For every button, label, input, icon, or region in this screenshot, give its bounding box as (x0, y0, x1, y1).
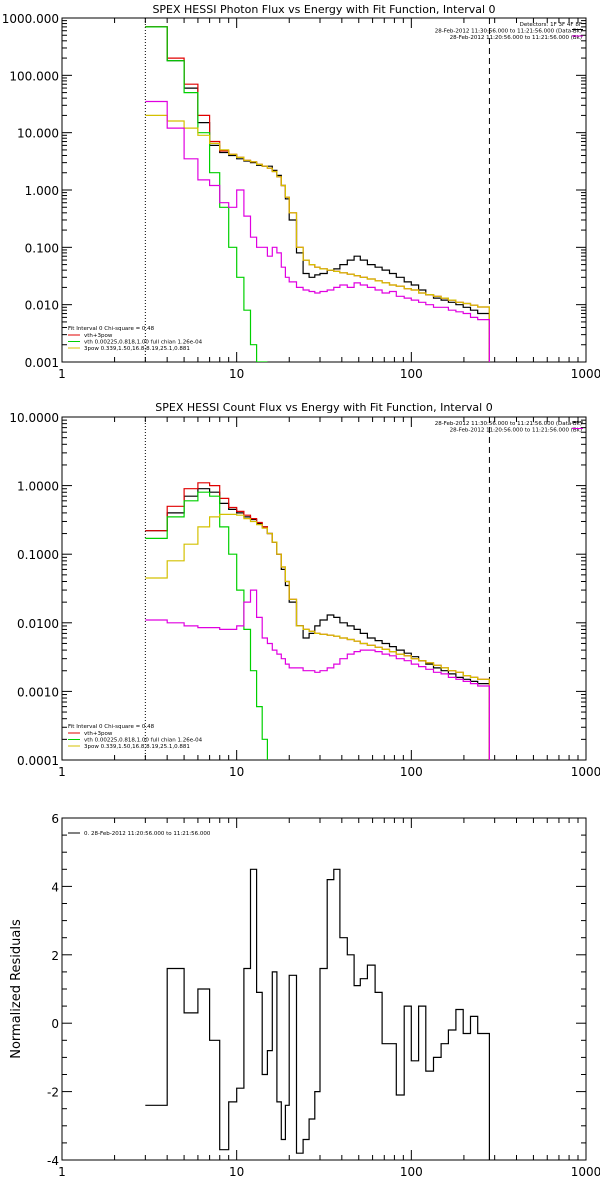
chart-panel-1: SPEX HESSI Photon Flux vs Energy with Fi… (2, 3, 600, 381)
plot-frame (61, 817, 587, 1161)
y-tick-label: 1000.000 (2, 12, 59, 26)
y-tick-label: 6 (51, 812, 59, 826)
y-tick-label: -4 (47, 1154, 59, 1168)
legend-label: vth 0.00225,0.818,1.00 full chian 1.26e-… (84, 340, 203, 346)
series-vth-3pow (145, 482, 490, 760)
x-tick-label: 100 (400, 1165, 423, 1179)
legend-label: vth 0.00225,0.818,1.00 full chian 1.26e-… (84, 738, 203, 744)
header-line: 28-Feb-2012 11:20:56.000 to 11:21:56.000… (450, 428, 582, 434)
y-tick-label: 10.000 (17, 127, 59, 141)
x-tick-label: 1000 (571, 367, 600, 381)
plot-area (145, 26, 490, 362)
header-line: 28-Feb-2012 11:30:56.000 to 11:21:56.000… (435, 421, 582, 427)
y-tick-label: 0.100 (25, 241, 59, 255)
chart-title: SPEX HESSI Count Flux vs Energy with Fit… (155, 401, 492, 414)
x-tick-label: 1000 (571, 765, 600, 779)
y-tick-label: 100.000 (9, 69, 59, 83)
y-tick-label: 2 (51, 949, 59, 963)
plot-frame (61, 17, 587, 363)
y-tick-label: 0.0010 (17, 685, 59, 699)
x-tick-label: 100 (400, 765, 423, 779)
series-data-bk (145, 488, 490, 760)
legend-label: vth+3pow (84, 333, 113, 339)
header-line: Detectors: 1F 3F 4F 8F (520, 22, 582, 28)
y-tick-label: 0.010 (25, 299, 59, 313)
series-bk (145, 589, 490, 760)
x-tick-label: 1 (58, 1165, 66, 1179)
x-tick-label: 10 (229, 765, 244, 779)
y-tick-label: 0.001 (25, 356, 59, 370)
series-bk (145, 100, 490, 362)
chart-panel-3: 1 10 100 1000 -4 -2 0 2 4 6 Normalized Residuals 0.… (9, 812, 600, 1179)
x-tick-label: 10 (229, 367, 244, 381)
y-tick-label: -2 (47, 1086, 59, 1100)
plot-area (145, 868, 490, 1160)
series-3pow (145, 114, 490, 362)
legend-header: Fit Interval 0 Chi-square = 0.48 (68, 326, 155, 332)
legend-label: 0. 28-Feb-2012 11:20:56.000 to 11:21:56.… (84, 831, 211, 837)
x-tick-label: 100 (400, 367, 423, 381)
series-vth (145, 26, 268, 362)
x-tick-label: 1 (58, 765, 66, 779)
legend-label: 3pow 0.339,1.50,16.8,8.19,25.1,0.881 (84, 744, 190, 750)
plot-area (145, 482, 490, 760)
series-vth (145, 491, 268, 760)
y-tick-label: 0.0001 (17, 754, 59, 768)
chart-title: SPEX HESSI Photon Flux vs Energy with Fi… (152, 3, 495, 16)
y-tick-label: 0.0100 (17, 617, 59, 631)
series-residuals (145, 868, 490, 1160)
x-tick-label: 10 (229, 1165, 244, 1179)
header-line: 28-Feb-2012 11:30:56.000 to 11:21:56.000… (435, 29, 582, 35)
series-vth-3pow (145, 26, 490, 362)
plot-frame (61, 416, 587, 761)
legend-header: Fit Interval 0 Chi-square = 0.48 (68, 724, 155, 730)
y-tick-label: 4 (51, 880, 59, 894)
legend-label: vth+3pow (84, 731, 113, 737)
x-tick-label: 1 (58, 367, 66, 381)
series-3pow (145, 513, 490, 760)
legend-label: 3pow 0.339,1.50,16.8,8.19,25.1,0.881 (84, 346, 190, 352)
y-tick-label: 1.000 (25, 184, 59, 198)
y-tick-label: 1.0000 (17, 480, 59, 494)
header-line: 28-Feb-2012 11:20:56.000 to 11:21:56.000… (450, 35, 582, 41)
y-axis-label: Normalized Residuals (9, 919, 24, 1059)
y-tick-label: 10.0000 (9, 411, 59, 425)
y-tick-label: 0 (51, 1017, 59, 1031)
y-tick-label: 0.1000 (17, 548, 59, 562)
series-data-bk (145, 26, 490, 362)
x-tick-label: 1000 (571, 1165, 600, 1179)
chart-panel-2: SPEX HESSI Count Flux vs Energy with Fit… (9, 401, 600, 779)
